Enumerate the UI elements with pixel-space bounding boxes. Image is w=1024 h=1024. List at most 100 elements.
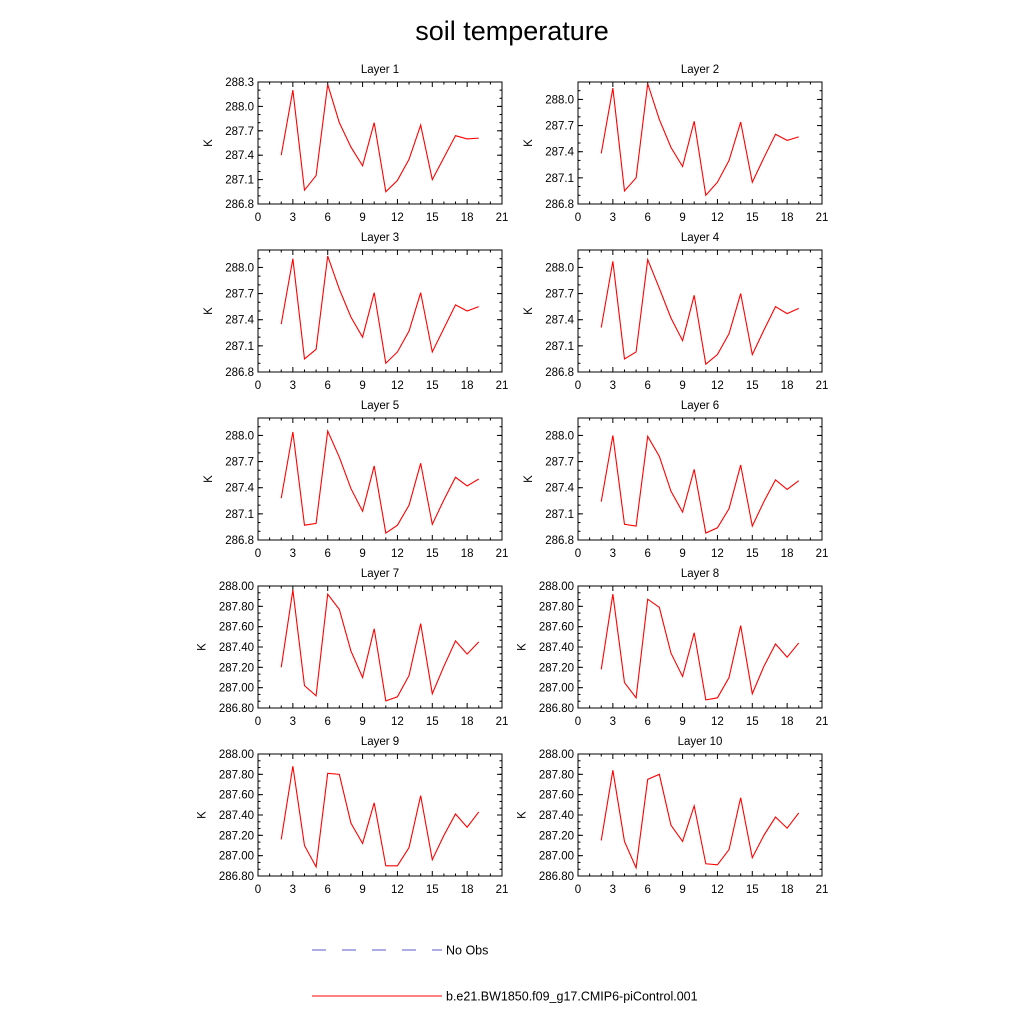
y-axis-label: K: [203, 307, 215, 315]
x-tick-label: 21: [496, 380, 509, 392]
x-tick-label: 21: [496, 716, 509, 728]
panel-title: Layer 2: [681, 64, 719, 76]
y-tick-label: 286.8: [545, 367, 574, 379]
y-tick-label: 287.60: [539, 790, 574, 802]
plot-frame: [577, 753, 823, 877]
x-tick-label: 6: [325, 716, 331, 728]
x-tick-label: 9: [679, 380, 685, 392]
y-tick-label: 287.00: [539, 683, 574, 695]
x-tick-label: 3: [290, 716, 296, 728]
x-tick-label: 15: [746, 548, 759, 560]
panel-layer-9: Layer 9 0 3 6 9 12 15 18 21 286.80 287.00 287.20 287…: [197, 736, 509, 896]
x-tick-label: 0: [255, 716, 261, 728]
x-tick-label: 0: [575, 884, 581, 896]
panel-title: Layer 5: [361, 400, 399, 412]
y-tick-label: 287.60: [219, 790, 254, 802]
panel-title: Layer 10: [678, 736, 723, 748]
legend-label-model: b.e21.BW1850.f09_g17.CMIP6-piControl.001: [446, 990, 698, 1004]
panel-title: Layer 9: [361, 736, 399, 748]
panel-title: Layer 4: [681, 232, 720, 244]
x-tick-label: 6: [325, 212, 331, 224]
y-axis-label: K: [523, 307, 535, 315]
x-tick-label: 15: [426, 380, 439, 392]
x-tick-label: 3: [610, 380, 616, 392]
y-tick-label: 288.0: [545, 94, 574, 106]
x-tick-label: 0: [575, 212, 581, 224]
y-tick-label: 287.4: [545, 483, 574, 495]
y-tick-label: 287.7: [225, 457, 254, 469]
x-tick-label: 6: [645, 548, 651, 560]
series-line-model: [280, 84, 479, 193]
y-tick-label: 288.00: [539, 581, 574, 593]
y-tick-label: 286.8: [545, 199, 574, 211]
x-tick-label: 18: [781, 884, 794, 896]
y-tick-label: 288.00: [539, 749, 574, 761]
y-tick-label: 288.3: [225, 77, 254, 89]
y-tick-label: 286.80: [219, 703, 254, 715]
panel-title: Layer 8: [681, 568, 719, 580]
x-tick-label: 12: [711, 212, 724, 224]
plot-frame: [257, 417, 503, 541]
x-tick-label: 15: [746, 716, 759, 728]
y-tick-label: 288.0: [225, 430, 254, 442]
x-tick-label: 18: [781, 716, 794, 728]
x-tick-label: 3: [290, 212, 296, 224]
x-tick-label: 15: [746, 380, 759, 392]
plot-frame: [257, 753, 503, 877]
x-tick-label: 18: [461, 884, 474, 896]
x-tick-label: 9: [359, 884, 365, 896]
y-axis-label: K: [523, 475, 535, 483]
x-tick-label: 9: [359, 548, 365, 560]
y-tick-label: 287.80: [539, 769, 574, 781]
x-tick-label: 3: [610, 212, 616, 224]
y-tick-label: 287.20: [539, 830, 574, 842]
x-tick-label: 18: [461, 212, 474, 224]
x-tick-label: 21: [496, 548, 509, 560]
y-axis-label: K: [197, 811, 209, 819]
x-tick-label: 0: [255, 380, 261, 392]
x-tick-label: 21: [816, 884, 829, 896]
panel-title: Layer 1: [361, 64, 399, 76]
x-tick-label: 12: [391, 884, 404, 896]
y-tick-label: 287.60: [219, 622, 254, 634]
series-line-model: [600, 770, 800, 870]
y-tick-label: 287.1: [225, 509, 254, 521]
y-tick-label: 287.4: [545, 315, 574, 327]
y-axis-label: K: [517, 643, 529, 651]
y-tick-label: 287.00: [539, 851, 574, 863]
x-tick-label: 9: [679, 548, 685, 560]
x-tick-label: 3: [610, 884, 616, 896]
figure-title: soil temperature: [415, 16, 609, 46]
y-axis-label: K: [203, 139, 215, 147]
series-line-model: [600, 257, 799, 366]
y-tick-label: 287.20: [219, 830, 254, 842]
y-tick-label: 286.80: [219, 871, 254, 883]
y-axis-label: K: [197, 643, 209, 651]
x-tick-label: 12: [711, 884, 724, 896]
panel-title: Layer 7: [361, 568, 399, 580]
x-tick-label: 3: [290, 548, 296, 560]
x-tick-label: 3: [610, 716, 616, 728]
y-tick-label: 287.00: [219, 851, 254, 863]
x-tick-label: 6: [645, 380, 651, 392]
panel-layer-10: Layer 10 0 3 6 9 12 15 18 21 286.80 287.00 287.20 28…: [517, 736, 829, 896]
x-tick-label: 6: [645, 884, 651, 896]
y-tick-label: 287.40: [219, 810, 254, 822]
y-tick-label: 287.80: [219, 601, 254, 613]
y-tick-label: 287.4: [225, 483, 254, 495]
x-tick-label: 18: [781, 212, 794, 224]
panel-layer-4: Layer 4 0 3 6 9 12 15 18 21 286.8 287.1 287.4 287.7 2…: [523, 232, 828, 392]
y-tick-label: 287.7: [225, 126, 254, 138]
x-tick-label: 9: [359, 212, 365, 224]
y-tick-label: 287.40: [539, 642, 574, 654]
panel-layer-2: Layer 2 0 3 6 9 12 15 18 21 286.8 287.1 287.4 287.7 2…: [523, 64, 828, 224]
y-tick-label: 288.0: [545, 430, 574, 442]
y-tick-label: 286.80: [539, 871, 574, 883]
x-tick-label: 9: [359, 716, 365, 728]
x-tick-label: 12: [711, 716, 724, 728]
x-tick-label: 0: [575, 380, 581, 392]
x-tick-label: 21: [816, 716, 829, 728]
y-tick-label: 288.0: [545, 262, 574, 274]
y-tick-label: 287.80: [219, 769, 254, 781]
x-tick-label: 6: [645, 716, 651, 728]
